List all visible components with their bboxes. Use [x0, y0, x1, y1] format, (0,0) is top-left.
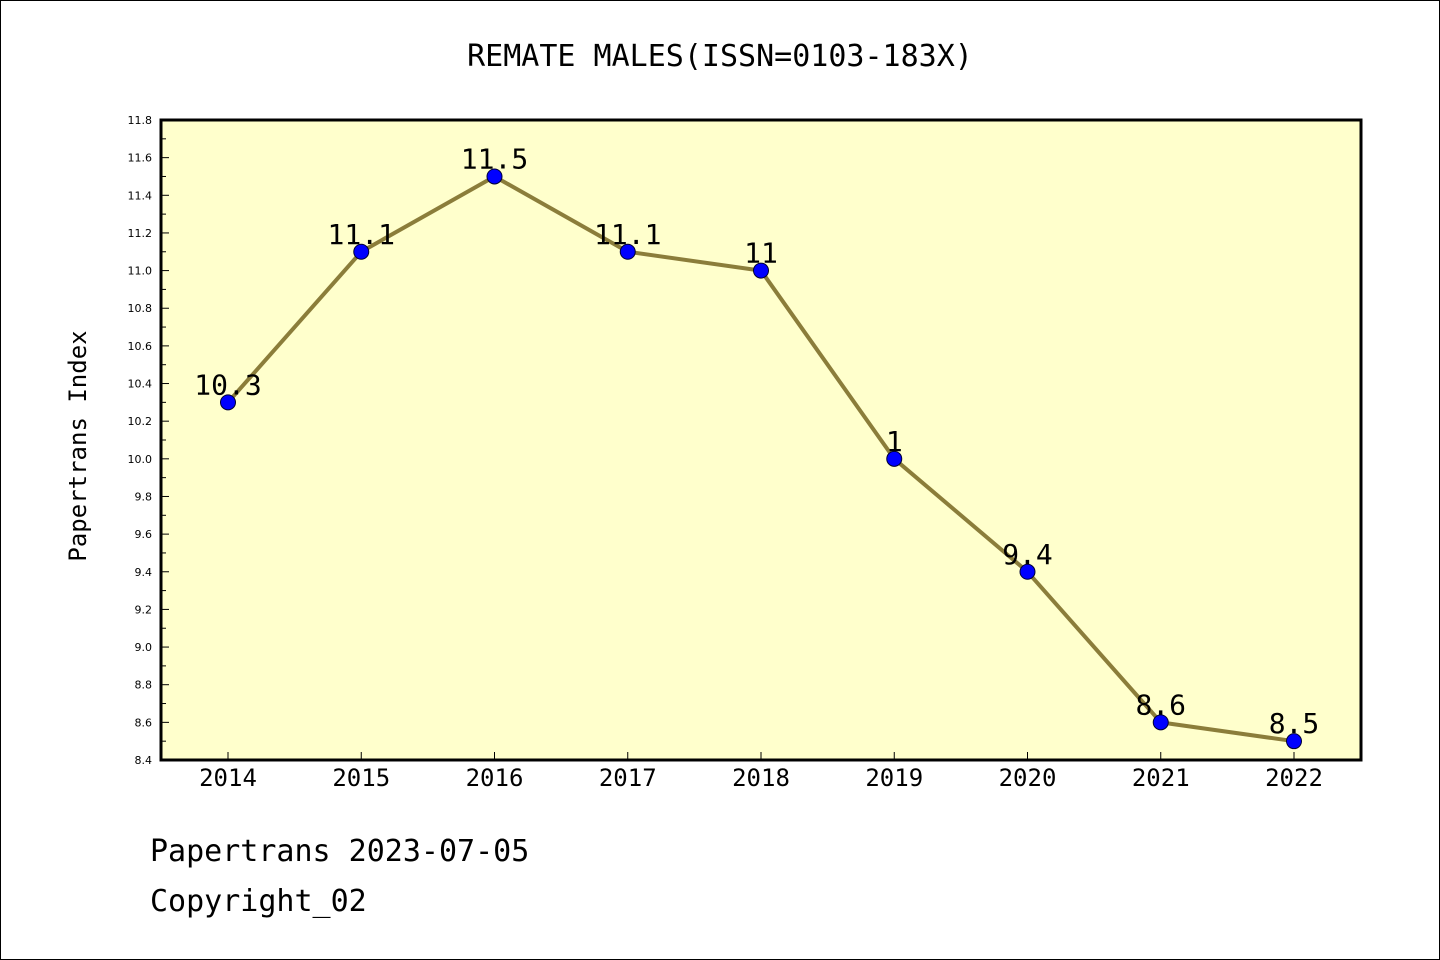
data-label: 11.1	[594, 218, 661, 251]
y-tick-label: 8.6	[135, 716, 153, 729]
data-label: 8.6	[1135, 688, 1186, 721]
y-tick-label: 9.8	[135, 490, 153, 503]
data-label: 1	[886, 425, 903, 458]
data-point	[486, 168, 503, 185]
y-tick-label: 9.6	[135, 528, 153, 541]
x-tick-label: 2020	[999, 764, 1057, 792]
y-tick-label: 10.6	[128, 340, 153, 353]
data-point	[353, 243, 370, 260]
y-tick-label: 11.2	[128, 227, 153, 240]
data-label: 11	[744, 237, 778, 270]
y-tick-label: 11.6	[128, 152, 153, 165]
plot-area	[159, 118, 1363, 762]
y-tick-label: 8.8	[135, 679, 153, 692]
data-label: 10.3	[194, 368, 261, 401]
y-axis-label: Papertrans Index	[64, 330, 92, 561]
data-point	[1019, 563, 1036, 580]
y-tick-label: 8.4	[135, 754, 153, 767]
x-tick-label: 2022	[1265, 764, 1323, 792]
y-tick-label: 9.4	[135, 566, 153, 579]
y-tick-label: 11.8	[128, 114, 153, 127]
y-tick-label: 11.0	[128, 265, 153, 278]
x-tick-label: 2019	[865, 764, 923, 792]
data-point	[1286, 733, 1302, 750]
data-point	[753, 262, 769, 279]
x-tick-label: 2016	[466, 764, 524, 792]
x-tick-label: 2015	[332, 764, 390, 792]
x-tick-label: 2018	[732, 764, 790, 792]
y-tick-label: 9.0	[135, 641, 153, 654]
y-axis: 8.4 8.6 8.8 9.0 9.2 9.4 9.6 9.8 10.0 10.2 10.4 10.6…	[128, 114, 169, 767]
y-tick-label: 11.4	[128, 189, 153, 202]
x-tick-label: 2017	[599, 764, 657, 792]
footer-copyright: Copyright_02	[150, 884, 367, 919]
y-tick-label: 10.4	[128, 378, 153, 391]
data-point	[1152, 714, 1169, 731]
data-label: 9.4	[1002, 538, 1053, 571]
x-tick-label: 2014	[199, 764, 257, 792]
data-label: 11.5	[461, 142, 528, 175]
data-point	[619, 243, 636, 260]
footer-date: Papertrans 2023-07-05	[150, 834, 530, 869]
y-tick-label: 9.2	[135, 603, 153, 616]
x-axis: 2014 2015 2016 2017 2018 2019 2020 2021 2022	[199, 752, 1323, 792]
y-tick-label: 10.8	[128, 302, 153, 315]
data-point	[886, 450, 903, 467]
data-point	[220, 394, 236, 411]
y-tick-label: 10.2	[128, 415, 153, 428]
chart-title: REMATE MALES(ISSN=0103-183X)	[467, 39, 973, 74]
data-label: 8.5	[1269, 707, 1320, 740]
x-tick-label: 2021	[1132, 764, 1190, 792]
data-label: 11.1	[328, 218, 395, 251]
y-tick-label: 10.0	[128, 453, 153, 466]
